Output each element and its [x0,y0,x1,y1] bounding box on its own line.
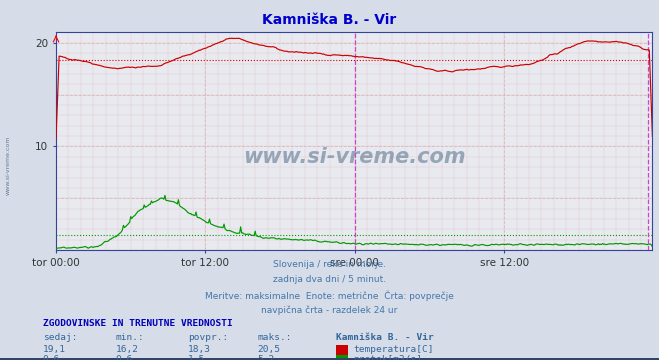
Text: 5,2: 5,2 [257,355,274,360]
Text: maks.:: maks.: [257,333,291,342]
Text: 18,3: 18,3 [188,345,211,354]
Text: min.:: min.: [115,333,144,342]
Text: navpična črta - razdelek 24 ur: navpična črta - razdelek 24 ur [262,305,397,315]
Text: Meritve: maksimalne  Enote: metrične  Črta: povprečje: Meritve: maksimalne Enote: metrične Črta… [205,290,454,301]
Text: povpr.:: povpr.: [188,333,228,342]
Text: 16,2: 16,2 [115,345,138,354]
Text: Kamniška B. - Vir: Kamniška B. - Vir [262,13,397,27]
Text: temperatura[C]: temperatura[C] [353,345,434,354]
Text: Kamniška B. - Vir: Kamniška B. - Vir [336,333,434,342]
Text: 0,6: 0,6 [115,355,132,360]
Text: 19,1: 19,1 [43,345,66,354]
Text: sedaj:: sedaj: [43,333,77,342]
Text: pretok[m3/s]: pretok[m3/s] [353,355,422,360]
Text: ZGODOVINSKE IN TRENUTNE VREDNOSTI: ZGODOVINSKE IN TRENUTNE VREDNOSTI [43,319,233,328]
Text: Slovenija / reke in morje.: Slovenija / reke in morje. [273,260,386,269]
Text: www.si-vreme.com: www.si-vreme.com [243,147,465,167]
Text: www.si-vreme.com: www.si-vreme.com [5,136,11,195]
Text: 0,6: 0,6 [43,355,60,360]
Text: 20,5: 20,5 [257,345,280,354]
Text: zadnja dva dni / 5 minut.: zadnja dva dni / 5 minut. [273,275,386,284]
Text: 1,5: 1,5 [188,355,205,360]
